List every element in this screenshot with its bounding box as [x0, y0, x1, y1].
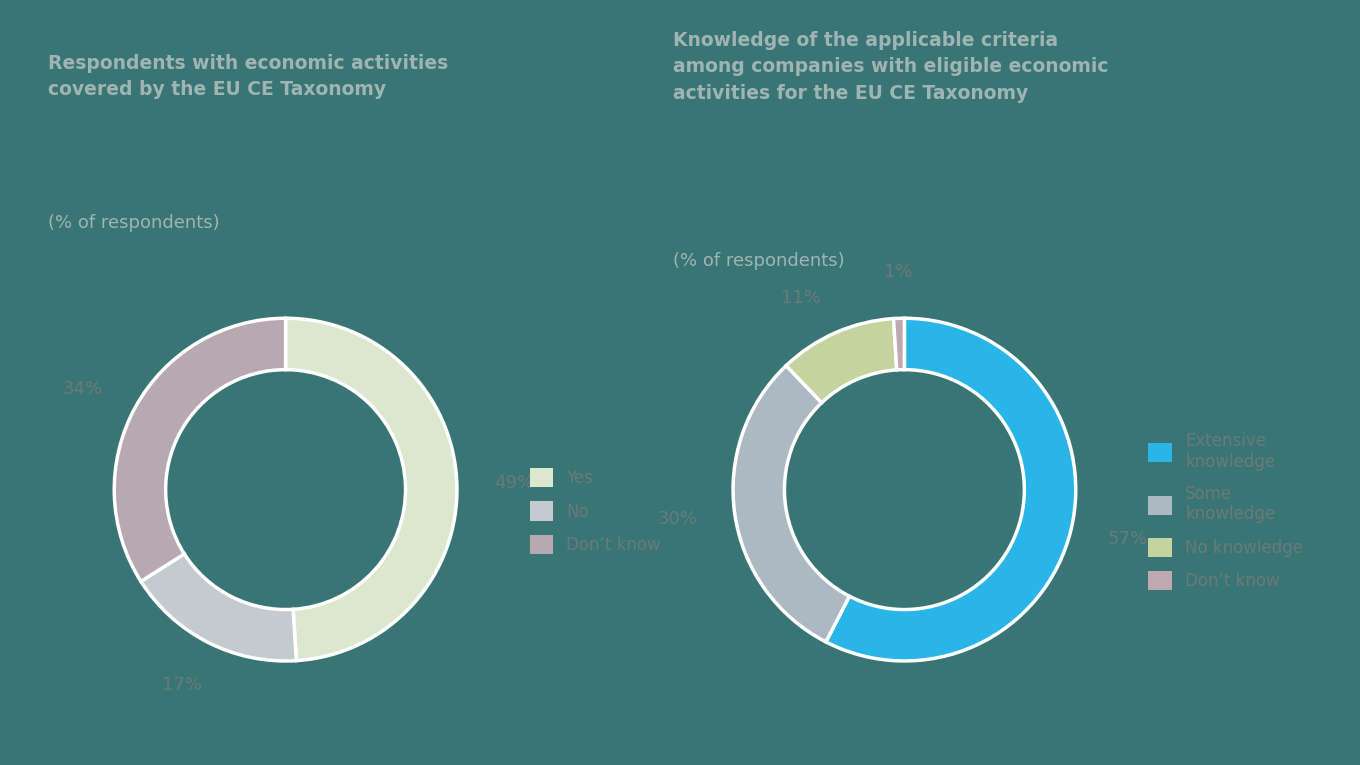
Legend: Yes, No, Don’t know: Yes, No, Don’t know [529, 468, 661, 554]
Wedge shape [894, 318, 904, 370]
Wedge shape [114, 318, 286, 581]
Text: Knowledge of the applicable criteria
among companies with eligible economic
acti: Knowledge of the applicable criteria amo… [673, 31, 1108, 103]
Wedge shape [786, 318, 896, 403]
Text: 1%: 1% [884, 262, 913, 281]
Text: 57%: 57% [1107, 530, 1148, 548]
Text: Respondents with economic activities
covered by the EU CE Taxonomy: Respondents with economic activities cov… [48, 54, 447, 99]
Wedge shape [826, 318, 1076, 661]
Text: 11%: 11% [781, 289, 820, 307]
Text: 34%: 34% [63, 380, 102, 398]
Text: (% of respondents): (% of respondents) [48, 214, 219, 233]
Wedge shape [733, 366, 850, 642]
Text: (% of respondents): (% of respondents) [673, 252, 845, 271]
Wedge shape [286, 318, 457, 661]
Wedge shape [141, 554, 296, 661]
Legend: Extensive
knowledge, Some
knowledge, No knowledge, Don’t know: Extensive knowledge, Some knowledge, No … [1148, 431, 1303, 591]
Text: 30%: 30% [658, 510, 698, 529]
Text: 49%: 49% [495, 474, 534, 492]
Text: 17%: 17% [162, 675, 203, 694]
